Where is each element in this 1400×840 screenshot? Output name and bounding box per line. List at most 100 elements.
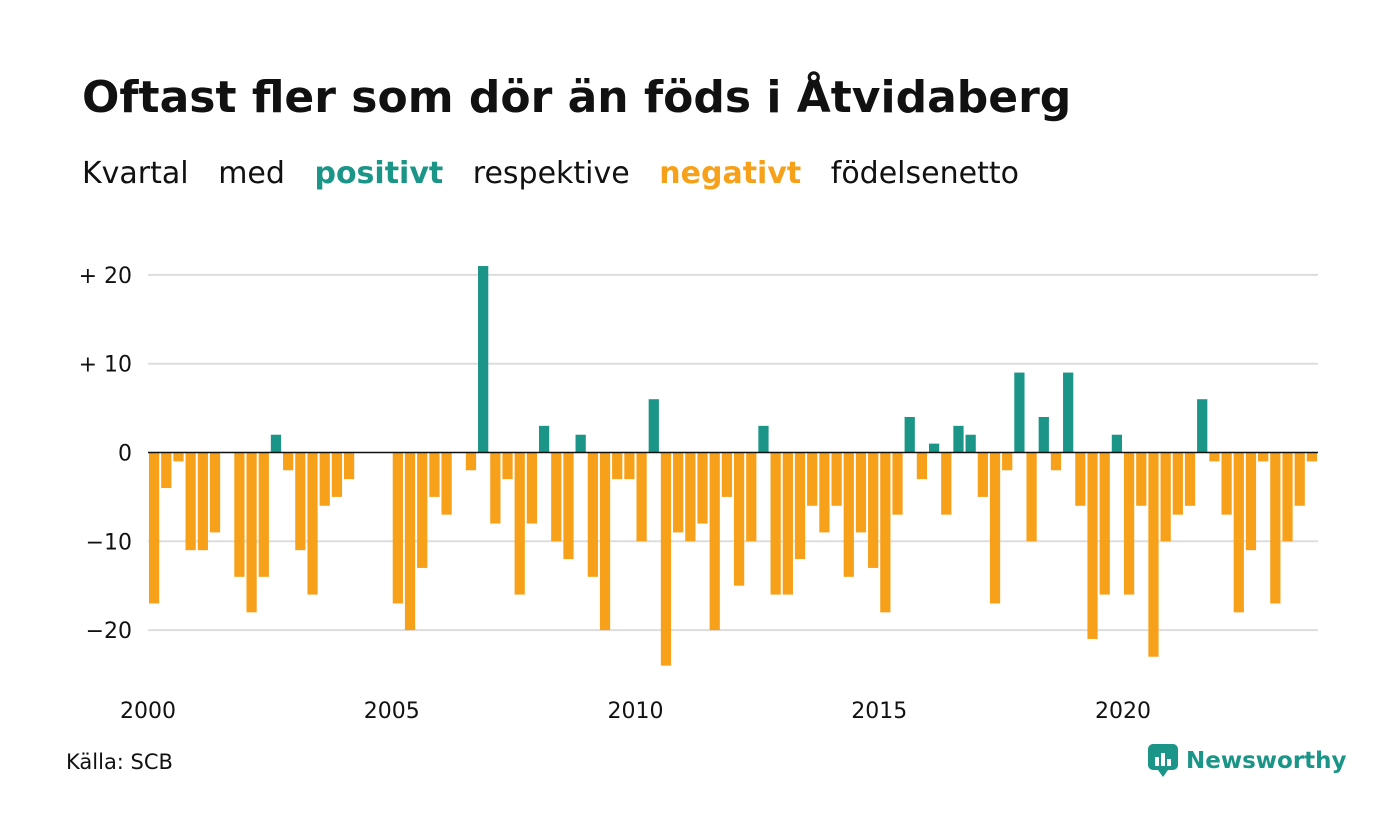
subtitle-negative-label: negativt bbox=[659, 156, 802, 191]
newsworthy-logo-icon bbox=[1148, 744, 1178, 777]
bar-2020-K1 bbox=[1123, 452, 1135, 595]
bar-2002-K1 bbox=[246, 452, 257, 613]
bar-2008-K3 bbox=[563, 452, 574, 560]
bar-2010-K3 bbox=[660, 452, 672, 666]
x-tick-label: 2000 bbox=[120, 699, 176, 724]
bar-2002-K2 bbox=[258, 452, 269, 577]
subtitle-word: respektive bbox=[472, 156, 630, 191]
bar-2009-K2 bbox=[599, 452, 611, 631]
bar-2006-K4 bbox=[478, 266, 489, 453]
x-tick-label: 2015 bbox=[851, 699, 907, 724]
subtitle-positive-label: positivt bbox=[314, 156, 444, 191]
bar-2000-K4 bbox=[185, 452, 196, 551]
bar-2023-K3 bbox=[1294, 452, 1305, 506]
bar-2011-K2 bbox=[697, 452, 708, 524]
bar-2003-K3 bbox=[319, 452, 330, 506]
bar-2016-K2 bbox=[941, 452, 952, 515]
bar-2016-K3 bbox=[953, 425, 964, 453]
grid-lines bbox=[148, 273, 1318, 632]
bar-2000-K1 bbox=[148, 452, 160, 604]
bar-2023-K2 bbox=[1282, 452, 1293, 542]
bar-2020-K2 bbox=[1136, 452, 1147, 506]
bar-2014-K3 bbox=[855, 452, 867, 533]
bar-2003-K2 bbox=[307, 452, 318, 595]
bar-2009-K4 bbox=[624, 452, 635, 480]
bar-2017-K2 bbox=[989, 452, 1001, 604]
x-axis-labels: 2000 2005 2010 2015 2020 bbox=[120, 699, 1151, 724]
bar-2005-K1 bbox=[392, 452, 403, 604]
bar-2013-K4 bbox=[819, 452, 830, 533]
bar-2011-K4 bbox=[721, 452, 733, 497]
bar-2010-K2 bbox=[648, 399, 659, 453]
bar-2023-K4 bbox=[1306, 452, 1318, 462]
subtitle-word: med bbox=[218, 156, 285, 191]
bar-2012-K4 bbox=[770, 452, 781, 595]
newsworthy-logo-text: Newsworthy bbox=[1186, 748, 1347, 774]
bar-2022-K3 bbox=[1245, 452, 1257, 551]
bar-2010-K4 bbox=[673, 452, 684, 533]
bar-2017-K4 bbox=[1014, 372, 1025, 453]
bar-2007-K4 bbox=[526, 452, 538, 524]
bar-2019-K1 bbox=[1075, 452, 1086, 506]
bar-2023-K1 bbox=[1270, 452, 1281, 604]
bar-2022-K1 bbox=[1221, 452, 1232, 515]
y-tick-label: 0 bbox=[118, 442, 132, 467]
bar-2001-K4 bbox=[234, 452, 245, 577]
bar-2014-K2 bbox=[843, 452, 854, 577]
bar-2001-K1 bbox=[197, 452, 208, 551]
bar-2019-K2 bbox=[1087, 452, 1098, 639]
newsworthy-logo: Newsworthy bbox=[1148, 744, 1347, 778]
bar-2016-K1 bbox=[928, 443, 940, 453]
bar-2013-K2 bbox=[794, 452, 806, 560]
x-tick-label: 2005 bbox=[364, 699, 420, 724]
bar-2006-K1 bbox=[441, 452, 452, 515]
bar-2008-K2 bbox=[551, 452, 562, 542]
bar-2015-K3 bbox=[904, 416, 915, 453]
bar-2021-K4 bbox=[1209, 452, 1220, 462]
bar-2012-K1 bbox=[733, 452, 745, 586]
bar-2013-K3 bbox=[807, 452, 818, 506]
bar-2008-K1 bbox=[538, 425, 550, 453]
bar-2011-K3 bbox=[709, 452, 720, 631]
bar-2012-K3 bbox=[758, 425, 769, 453]
bar-2021-K1 bbox=[1172, 452, 1183, 515]
bar-2000-K3 bbox=[173, 452, 184, 462]
bar-chart: + 20 + 10 0 −10 −20 2000 2005 2010 2015 2020 bbox=[79, 264, 1318, 724]
chart-subtitle: Kvartal med positivt respektive negativt… bbox=[82, 156, 1039, 191]
bar-2012-K2 bbox=[746, 452, 757, 542]
bar-2007-K3 bbox=[514, 452, 525, 595]
bar-2017-K1 bbox=[977, 452, 988, 497]
bar-2005-K2 bbox=[404, 452, 416, 631]
bar-2013-K1 bbox=[782, 452, 793, 595]
bar-2001-K2 bbox=[209, 452, 221, 533]
bar-2019-K4 bbox=[1111, 434, 1123, 453]
bar-2020-K3 bbox=[1148, 452, 1159, 657]
bar-2003-K4 bbox=[331, 452, 343, 497]
bar-2003-K1 bbox=[295, 452, 306, 551]
bar-2005-K4 bbox=[429, 452, 440, 497]
bar-2007-K1 bbox=[490, 452, 501, 524]
bar-2022-K4 bbox=[1258, 452, 1269, 462]
y-tick-label: −20 bbox=[86, 619, 132, 644]
bar-2008-K4 bbox=[575, 434, 586, 453]
bar-2009-K3 bbox=[612, 452, 623, 480]
bar-2006-K3 bbox=[465, 452, 477, 471]
y-axis-labels: + 20 + 10 0 −10 −20 bbox=[79, 264, 132, 644]
bar-2021-K3 bbox=[1197, 399, 1208, 453]
bar-2015-K1 bbox=[880, 452, 891, 613]
bar-2014-K4 bbox=[868, 452, 879, 568]
y-tick-label: + 20 bbox=[79, 264, 132, 289]
y-tick-label: −10 bbox=[86, 530, 132, 555]
bar-2021-K2 bbox=[1184, 452, 1196, 506]
bar-2002-K4 bbox=[283, 452, 294, 471]
bar-2011-K1 bbox=[685, 452, 696, 542]
bar-2016-K4 bbox=[965, 434, 976, 453]
bar-2002-K3 bbox=[270, 434, 282, 453]
bar-2009-K1 bbox=[587, 452, 598, 577]
bar-2020-K4 bbox=[1160, 452, 1171, 542]
chart-title: Oftast fler som dör än föds i Åtvidaberg bbox=[82, 72, 1072, 123]
bar-2017-K3 bbox=[1002, 452, 1013, 471]
bar-2007-K2 bbox=[502, 452, 513, 480]
bar-2018-K2 bbox=[1038, 416, 1049, 453]
bar-2010-K1 bbox=[636, 452, 647, 542]
